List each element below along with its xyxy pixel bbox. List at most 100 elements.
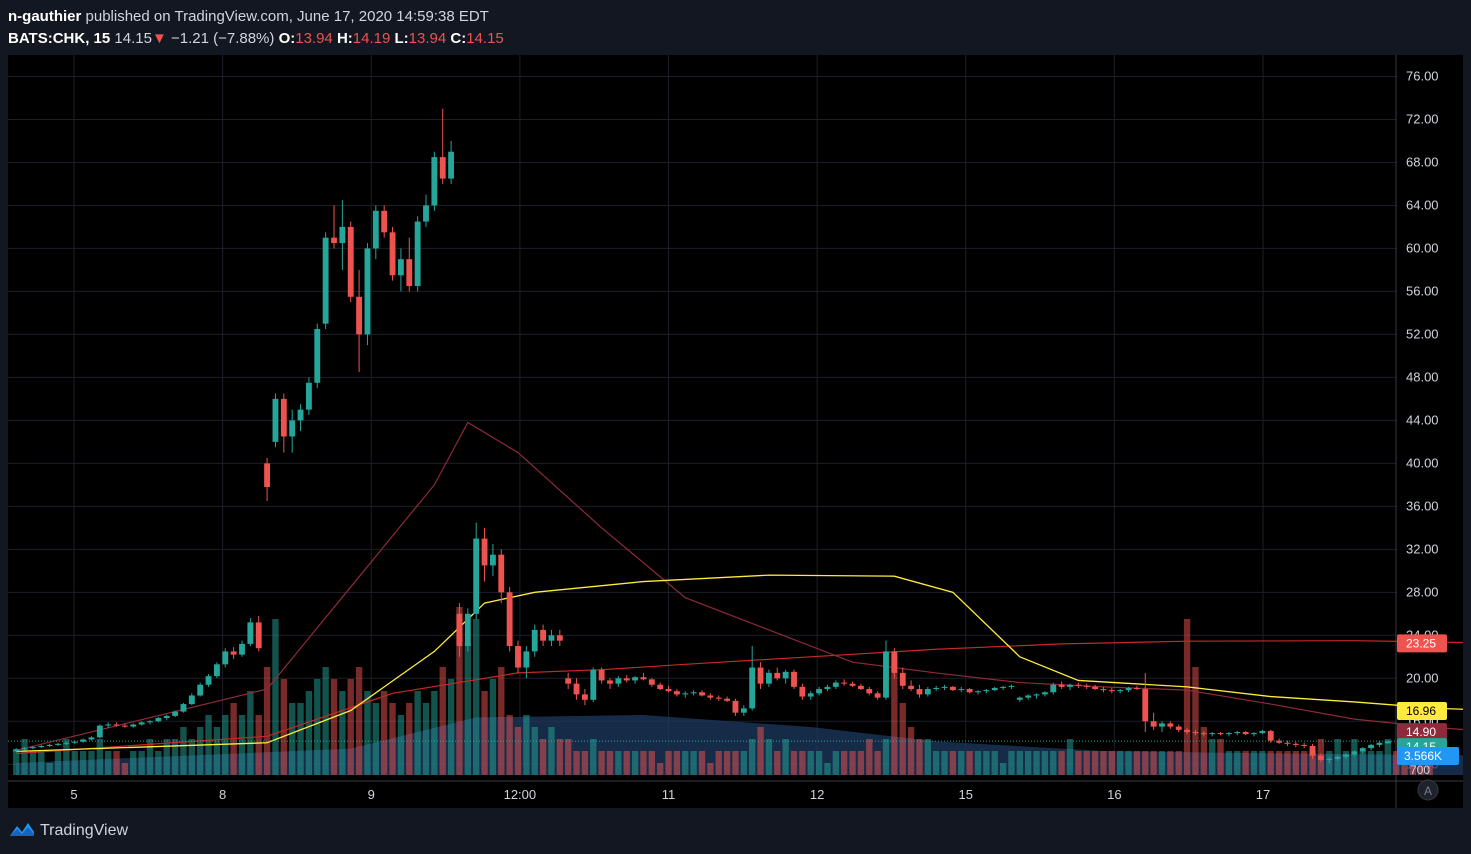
- volume-bar: [1050, 751, 1057, 775]
- volume-bar: [941, 751, 948, 775]
- candle-body: [1384, 741, 1391, 744]
- volume-bar: [606, 751, 614, 775]
- candle-body: [464, 613, 471, 647]
- last-price: 14.15: [114, 30, 152, 47]
- candle-body: [155, 718, 162, 722]
- candle-body: [264, 463, 271, 487]
- price-change: −1.21 (−7.88%): [170, 30, 275, 47]
- volume-bar: [13, 751, 20, 775]
- candle-body: [506, 592, 513, 647]
- candle-body: [147, 721, 153, 723]
- candle-body: [372, 210, 379, 249]
- candle-body: [314, 329, 321, 383]
- candle-body: [456, 613, 463, 647]
- volume-bar: [933, 751, 940, 775]
- x-tick-label: 11: [662, 787, 676, 802]
- candle-body: [565, 678, 572, 684]
- volume-bar: [1393, 751, 1400, 775]
- candle-body: [1175, 726, 1182, 730]
- volume-bar: [790, 751, 798, 775]
- volume-bar: [949, 751, 957, 775]
- candle-body: [966, 689, 973, 693]
- candle-body: [339, 226, 346, 244]
- volume-bar: [355, 667, 363, 775]
- low-value: 13.94: [408, 30, 447, 47]
- volume-bar: [640, 751, 647, 775]
- volume-bar: [1016, 751, 1023, 775]
- volume-bar: [1359, 751, 1366, 775]
- candle-body: [280, 398, 287, 437]
- volume-bar: [1033, 751, 1040, 775]
- volume-bar: [991, 751, 998, 775]
- volume-bar: [1125, 751, 1132, 775]
- volume-tag-label: 3.566K: [1404, 749, 1442, 763]
- volume-bar: [1066, 739, 1074, 775]
- volume-bar: [966, 751, 973, 775]
- volume-bar: [849, 751, 856, 775]
- candle-body: [1125, 687, 1132, 691]
- volume-bar: [1200, 727, 1207, 775]
- volume-bar: [1209, 739, 1216, 775]
- candle-body: [824, 686, 831, 690]
- volume-bar: [899, 703, 906, 775]
- candle-body: [866, 689, 873, 694]
- candle-body: [765, 672, 772, 684]
- symbol-label[interactable]: BATS:CHK, 15: [8, 30, 111, 47]
- tradingview-logo-icon[interactable]: [8, 820, 36, 840]
- candle-body: [983, 690, 990, 692]
- tradingview-brand[interactable]: TradingView: [40, 822, 129, 839]
- volume-bar: [1250, 751, 1258, 775]
- candle-body: [598, 669, 605, 681]
- candle-body: [431, 157, 438, 206]
- x-tick-label: 8: [219, 787, 226, 802]
- candle-body: [289, 420, 296, 437]
- volume-bar: [556, 739, 563, 775]
- chart-header: n-gauthier published on TradingView.com,…: [8, 6, 1463, 54]
- volume-bar: [615, 751, 622, 775]
- x-tick-label: 9: [368, 787, 375, 802]
- volume-bar: [907, 727, 915, 775]
- volume-bar: [732, 751, 739, 775]
- volume-bar: [381, 691, 388, 775]
- price-chart[interactable]: 76.00 72.00 68.00 64.00 60.00 56.00 52.00 48.00…: [8, 55, 1463, 808]
- candle-body: [331, 237, 337, 244]
- candle-body: [406, 259, 413, 287]
- volume-bar: [289, 703, 296, 775]
- candle-body: [1133, 687, 1140, 690]
- y-tick-label: 28.00: [1406, 584, 1439, 599]
- volume-bar: [874, 751, 881, 775]
- candle-body: [213, 664, 220, 677]
- candle-body: [63, 742, 70, 744]
- candle-body: [180, 704, 187, 712]
- auto-scale-button[interactable]: [1417, 779, 1439, 801]
- y-tick-label: 52.00: [1406, 326, 1439, 341]
- candle-body: [799, 686, 806, 697]
- candle-body: [916, 689, 923, 695]
- volume-bar: [924, 739, 931, 775]
- candle-body: [1334, 756, 1341, 759]
- candle-body: [757, 667, 764, 684]
- volume-bar: [213, 727, 221, 775]
- candle-body: [832, 682, 839, 687]
- x-tick-label: 16: [1107, 787, 1121, 802]
- author-name[interactable]: n-gauthier: [8, 8, 82, 25]
- candle-body: [849, 683, 856, 686]
- candle-body: [1000, 686, 1007, 688]
- candle-body: [924, 689, 931, 695]
- low-label: L:: [394, 30, 409, 47]
- volume-bar: [481, 691, 488, 775]
- candle-body: [1050, 684, 1057, 693]
- candle-body: [883, 651, 889, 698]
- chart-area[interactable]: 76.00 72.00 68.00 64.00 60.00 56.00 52.00 48.00…: [8, 55, 1463, 808]
- candle-body: [1326, 758, 1333, 760]
- volume-bar: [1133, 751, 1141, 775]
- candle-body: [364, 248, 371, 335]
- volume-bar: [431, 691, 438, 775]
- candle-body: [975, 691, 981, 693]
- volume-bar: [406, 703, 413, 775]
- volume-bar: [774, 751, 781, 775]
- volume-bar: [974, 751, 982, 775]
- candle-body: [632, 677, 639, 681]
- candle-body: [1309, 745, 1316, 756]
- candle-body: [297, 409, 304, 421]
